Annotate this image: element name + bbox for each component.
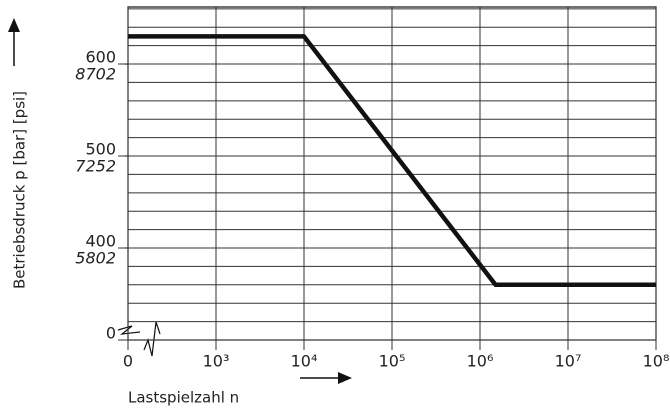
axis-break: [117, 321, 161, 357]
data-line: [128, 34, 656, 288]
y2-tick-label: 5802: [75, 248, 116, 267]
y-tick-label: 500: [85, 140, 116, 159]
x-tick-label: 10³: [203, 352, 230, 371]
y-tick-label: 400: [85, 232, 116, 251]
x-tick-label: 0: [123, 352, 133, 371]
y2-tick-label: 8702: [75, 65, 116, 84]
x-tick-label: 10⁴: [291, 352, 318, 371]
y-tick-label: 600: [85, 48, 116, 67]
x-tick-label: 10⁶: [467, 352, 494, 371]
x-tick-label: 10⁷: [555, 352, 582, 371]
x-tick-label: 10⁸: [643, 352, 670, 371]
y-arrow: [8, 18, 20, 66]
x-axis-label: Lastspielzahl n: [128, 389, 239, 407]
y2-tick-label: 7252: [75, 157, 116, 176]
y-axis-label: Betriebsdruck p [bar] [psi]: [11, 91, 29, 289]
x-arrow: [300, 372, 352, 384]
x-tick-label: 10⁵: [379, 352, 406, 371]
y-tick-label: 0: [106, 324, 116, 343]
